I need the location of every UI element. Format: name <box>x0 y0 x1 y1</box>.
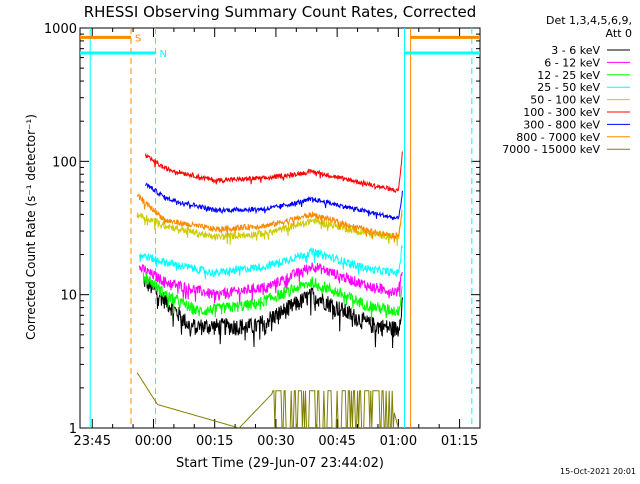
legend-entry-label: 12 - 25 keV <box>537 69 600 82</box>
flag-label-s: S <box>135 33 141 44</box>
series-line <box>142 276 403 349</box>
y-tick-label: 100 <box>52 155 77 170</box>
chart-title: RHESSI Observing Summary Count Rates, Co… <box>84 3 477 21</box>
legend-header-line-1: Det 1,3,4,5,6,9, <box>546 14 632 27</box>
legend-entry-label: 25 - 50 keV <box>537 81 600 94</box>
series-line <box>136 212 403 246</box>
x-tick-label: 01:00 <box>380 434 417 449</box>
series-line <box>142 271 403 322</box>
legend-entry-label: 800 - 7000 keV <box>516 131 600 144</box>
legend-entry-label: 50 - 100 keV <box>530 94 600 107</box>
footer-date: 15-Oct-2021 20:01 <box>560 467 636 476</box>
legend-entry-label: 3 - 6 keV <box>551 44 600 57</box>
x-tick-label: 00:45 <box>318 434 355 449</box>
y-tick-label: 1 <box>69 422 77 437</box>
legend-entry-label: 100 - 300 keV <box>523 106 600 119</box>
series-line <box>138 262 403 305</box>
y-tick-label: 10 <box>60 289 77 304</box>
series-line <box>145 182 403 221</box>
series-line <box>136 372 399 428</box>
plot-area: 1 10 100 1000 23:45 00:00 00:15 00:30 00:45 01:00… <box>44 22 481 449</box>
series-line <box>136 193 403 243</box>
legend-header-line-2: Att 0 <box>606 27 632 40</box>
legend-entry-label: 6 - 12 keV <box>544 56 600 69</box>
x-tick-label: 23:45 <box>74 434 111 449</box>
x-axis-label: Start Time (29-Jun-07 23:44:02) <box>176 456 384 471</box>
y-tick-label: 1000 <box>44 22 77 37</box>
flag-label-n: N <box>160 49 167 60</box>
x-tick-label: 00:30 <box>257 434 294 449</box>
x-tick-label: 00:15 <box>196 434 233 449</box>
y-axis-label: Corrected Count Rate (s⁻¹ detector⁻¹) <box>24 114 38 340</box>
legend-entry-label: 7000 - 15000 keV <box>502 143 600 156</box>
legend-entry-label: 300 - 800 keV <box>523 118 600 131</box>
series-line <box>144 151 403 193</box>
plot-content: SN <box>80 28 480 428</box>
plot-frame <box>79 27 481 429</box>
x-tick-label: 00:00 <box>135 434 172 449</box>
x-tick-label: 01:15 <box>441 434 478 449</box>
series-line <box>138 245 403 280</box>
